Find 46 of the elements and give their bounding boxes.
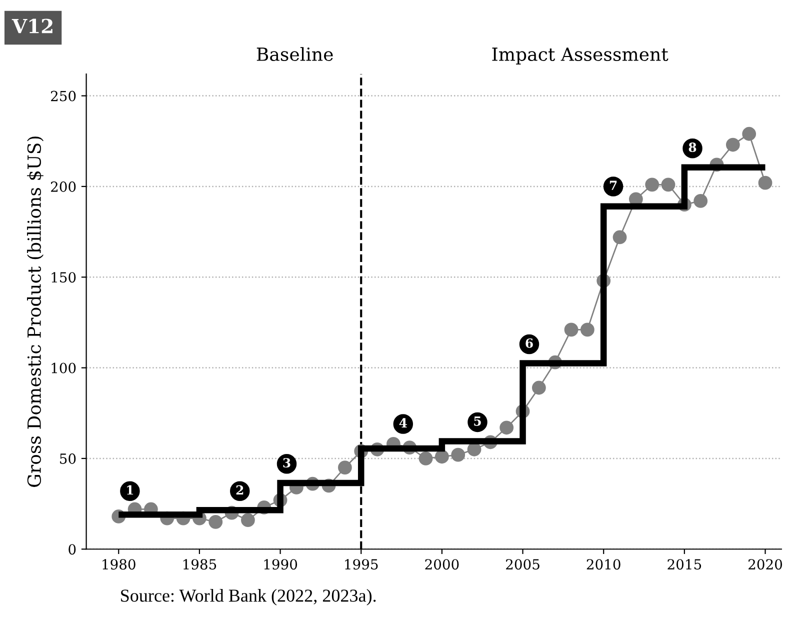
source-note: Source: World Bank (2022, 2023a).: [121, 589, 376, 606]
x-tick-label: 1985: [183, 559, 216, 570]
x-tick-label: 1990: [264, 559, 298, 570]
annotation: 4: [399, 418, 407, 428]
annotation: 8: [688, 142, 696, 152]
x-tick-label: 2020: [748, 559, 782, 570]
point: [434, 450, 449, 464]
point: [241, 513, 255, 528]
point: [645, 178, 660, 192]
x-tick-label: 1995: [345, 559, 378, 570]
annotation: 5: [474, 416, 481, 426]
y-tick-label: 100: [52, 362, 76, 374]
text: V12: [12, 18, 52, 34]
y-tick-label: 50: [60, 453, 76, 464]
point: [694, 194, 708, 208]
x-tick-label: 2000: [425, 559, 459, 570]
annotation: 7: [610, 180, 617, 190]
point: [612, 230, 627, 244]
annotation: 3: [283, 458, 290, 468]
point: [532, 380, 546, 395]
point: [338, 460, 352, 474]
point: [467, 442, 482, 456]
x-tick-label: 2005: [506, 559, 540, 570]
point: [451, 448, 466, 462]
point: [758, 176, 772, 190]
annotation: 1: [127, 485, 134, 495]
x-tick-label: 1980: [102, 559, 136, 570]
annotation: 2: [236, 485, 244, 495]
x-tick-label: 2010: [586, 559, 620, 570]
y-axis-title: Gross Domestic Product (billions $US): [27, 136, 44, 487]
annotation: 6: [526, 338, 533, 348]
y-tick-label: 200: [51, 181, 76, 192]
y-tick-label: 0: [68, 544, 76, 555]
y-tick-label: 250: [51, 90, 76, 102]
point: [661, 178, 676, 192]
point: [726, 138, 740, 152]
x-tick-label: 2015: [668, 559, 702, 570]
point: [418, 452, 433, 466]
point: [208, 514, 223, 529]
y-tick-label: 150: [52, 272, 76, 283]
point: [564, 322, 578, 337]
text: Impact Assessment: [492, 48, 668, 65]
point: [742, 126, 756, 141]
point: [580, 322, 594, 337]
point: [500, 420, 514, 435]
text: Baseline: [256, 47, 333, 62]
